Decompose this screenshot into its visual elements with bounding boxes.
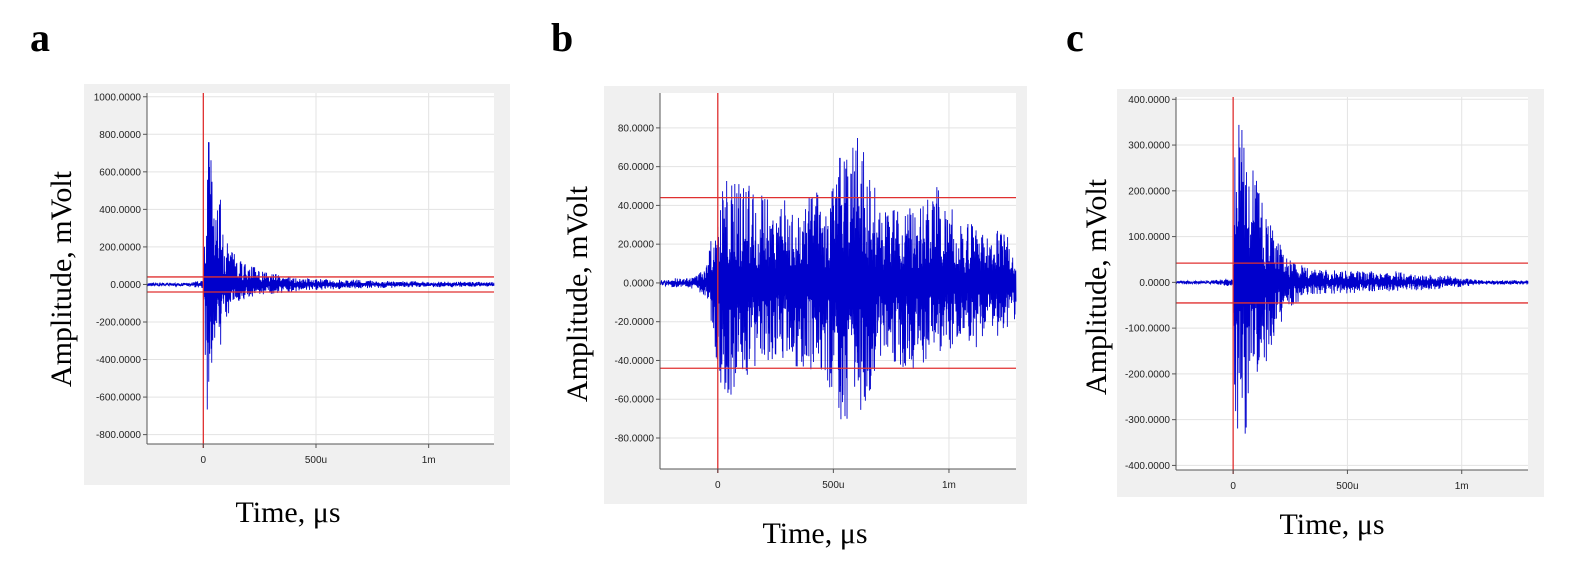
y-tick-label-c-3: 100.0000 bbox=[1128, 232, 1170, 243]
x-tick-label-b-1: 500u bbox=[822, 480, 844, 491]
x-tick-label-c-2: 1m bbox=[1455, 481, 1469, 492]
y-tick-label-b-1: 60.0000 bbox=[618, 162, 655, 173]
y-tick-label-c-6: -200.0000 bbox=[1125, 369, 1170, 380]
y-tick-label-a-2: 600.0000 bbox=[99, 167, 141, 178]
x-tick-label-c-1: 500u bbox=[1336, 481, 1358, 492]
y-tick-label-a-1: 800.0000 bbox=[99, 130, 141, 141]
y-tick-label-b-0: 80.0000 bbox=[618, 123, 655, 134]
y-tick-label-b-7: -60.0000 bbox=[615, 395, 655, 406]
y-tick-label-b-5: -20.0000 bbox=[615, 317, 655, 328]
y-tick-label-a-8: -600.0000 bbox=[96, 393, 141, 404]
waveform-line-c bbox=[1175, 124, 1529, 434]
y-tick-label-a-0: 1000.0000 bbox=[94, 92, 142, 103]
y-tick-label-a-7: -400.0000 bbox=[96, 355, 141, 366]
x-axis-label-a: Time, μs bbox=[235, 496, 341, 529]
y-tick-label-a-3: 400.0000 bbox=[99, 205, 141, 216]
x-tick-label-a-0: 0 bbox=[201, 455, 207, 466]
y-tick-label-b-3: 20.0000 bbox=[618, 240, 655, 251]
y-tick-label-c-8: -400.0000 bbox=[1125, 461, 1170, 472]
y-tick-label-a-9: -800.0000 bbox=[96, 430, 141, 441]
waveform-line-b bbox=[659, 137, 1017, 420]
y-tick-label-c-1: 300.0000 bbox=[1128, 141, 1170, 152]
y-tick-label-b-6: -40.0000 bbox=[615, 356, 655, 367]
x-tick-label-b-2: 1m bbox=[942, 480, 956, 491]
y-tick-label-a-6: -200.0000 bbox=[96, 317, 141, 328]
x-axis-label-b: Time, μs bbox=[762, 517, 868, 550]
y-tick-label-c-4: 0.0000 bbox=[1139, 278, 1170, 289]
panel-label-c: c bbox=[1066, 15, 1084, 60]
y-tick-label-c-0: 400.0000 bbox=[1128, 95, 1170, 106]
panel-label-a: a bbox=[30, 15, 50, 60]
y-tick-label-b-4: 0.0000 bbox=[623, 278, 654, 289]
x-tick-label-a-1: 500u bbox=[305, 455, 327, 466]
y-axis-label-c: Amplitude, mVolt bbox=[1080, 178, 1113, 396]
y-tick-label-c-7: -300.0000 bbox=[1125, 415, 1170, 426]
panel-label-b: b bbox=[551, 15, 574, 60]
x-tick-label-b-0: 0 bbox=[715, 480, 721, 491]
x-tick-label-c-0: 0 bbox=[1230, 481, 1236, 492]
y-tick-label-b-2: 40.0000 bbox=[618, 201, 655, 212]
y-tick-label-c-5: -100.0000 bbox=[1125, 324, 1170, 335]
y-tick-label-a-5: 0.0000 bbox=[110, 280, 141, 291]
x-axis-label-c: Time, μs bbox=[1279, 508, 1385, 541]
y-tick-label-a-4: 200.0000 bbox=[99, 242, 141, 253]
x-tick-label-a-2: 1m bbox=[422, 455, 436, 466]
y-tick-label-b-8: -80.0000 bbox=[615, 433, 655, 444]
y-tick-label-c-2: 200.0000 bbox=[1128, 186, 1170, 197]
